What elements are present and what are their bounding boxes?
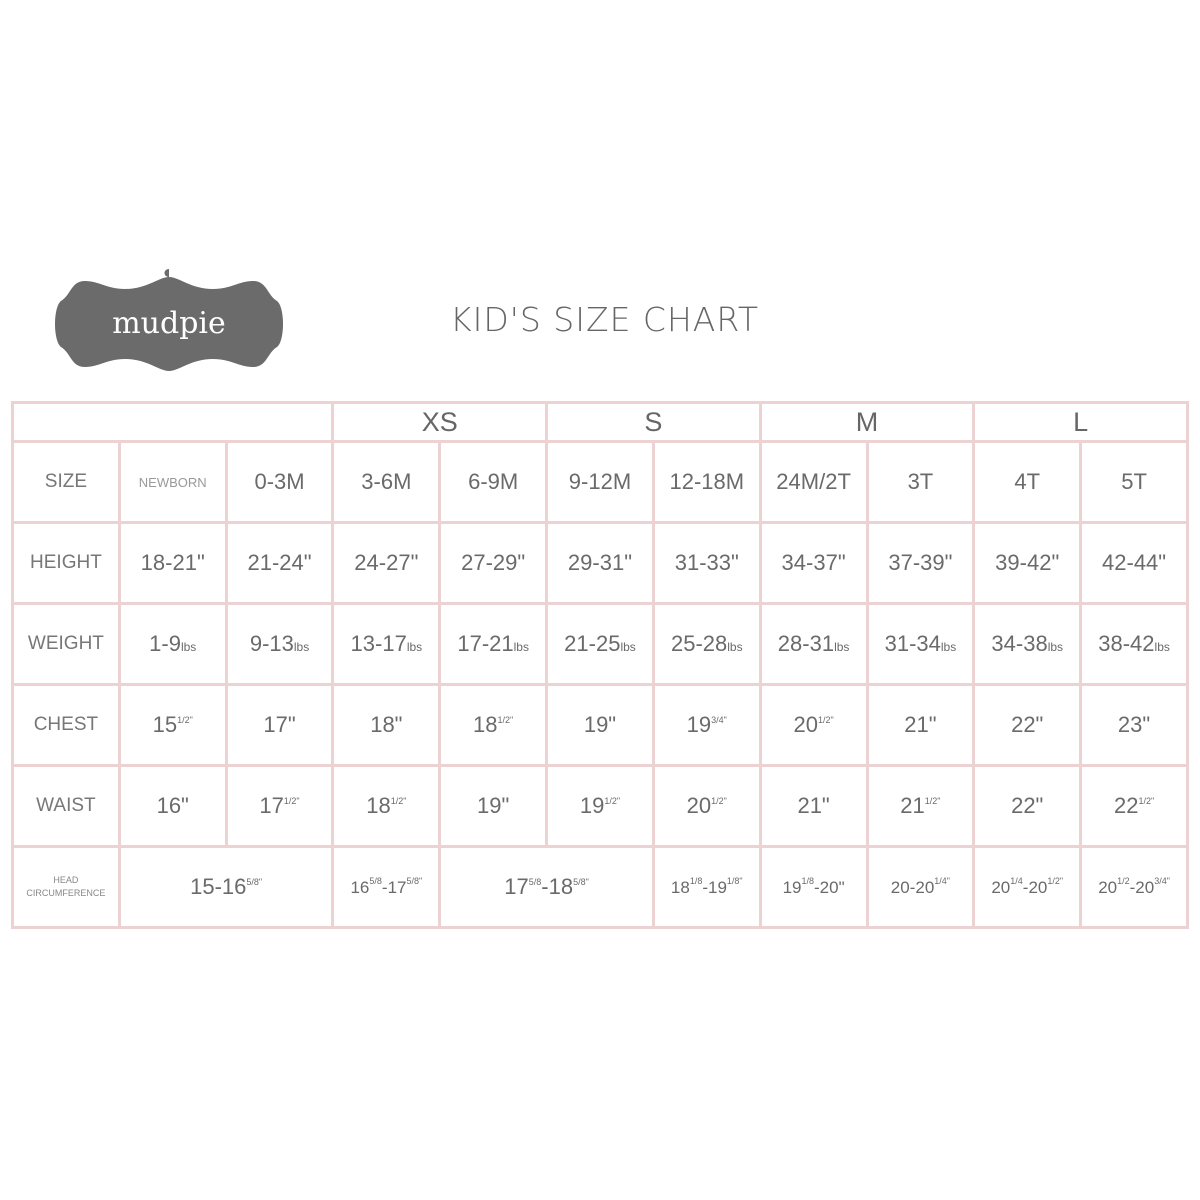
size-cell: 5T <box>1079 440 1189 524</box>
measurement-cell: 181/2" <box>331 764 442 848</box>
measurement-cell: 201/2" <box>651 764 762 848</box>
row-label: CHEST <box>11 683 121 767</box>
measurement-cell: 201/4-201/2" <box>972 845 1083 929</box>
measurement-cell: 25-28lbs <box>651 602 762 686</box>
size-row: SIZE NEWBORN 0-3M 3-6M 6-9M 9-12M 12-18M 24M/2T… <box>11 440 1189 524</box>
measurement-cell: 191/2" <box>545 764 655 848</box>
size-group-header: L <box>972 401 1189 443</box>
size-group-header: M <box>758 401 976 443</box>
row-label: SIZE <box>11 440 121 524</box>
row-label: HEAD CIRCUMFERENCE <box>11 845 121 929</box>
size-cell: 3-6M <box>331 440 442 524</box>
size-group-header <box>10 401 335 443</box>
measurement-cell: 31-33" <box>651 521 762 605</box>
measurement-cell: 21" <box>758 764 869 848</box>
unit-label: lbs <box>406 640 423 654</box>
measurement-row: HEIGHT 18-21" 21-24" 24-27" 27-29" 29-31" 31-3… <box>11 521 1189 605</box>
measurement-cell: 42-44" <box>1079 521 1189 605</box>
measurement-cell: 29-31" <box>545 521 655 605</box>
unit-label: lbs <box>834 640 850 654</box>
measurement-cell: 175/8-185/8" <box>438 845 655 929</box>
size-cell: 6-9M <box>438 440 549 524</box>
measurement-cell: 22" <box>972 764 1083 848</box>
row-label: HEIGHT <box>11 521 121 605</box>
measurement-cell: 34-38lbs <box>972 602 1083 686</box>
measurement-cell: 34-37" <box>758 521 869 605</box>
size-cell: 0-3M <box>224 440 335 524</box>
size-cell: NEWBORN <box>117 440 228 524</box>
measurement-cell: 27-29" <box>438 521 549 605</box>
page-title: KID'S SIZE CHART <box>450 300 760 339</box>
head-circumference-row: HEAD CIRCUMFERENCE 15-165/8" 165/8-175/8" 17… <box>11 845 1189 929</box>
measurement-cell: 39-42" <box>972 521 1083 605</box>
size-cell: 9-12M <box>545 440 655 524</box>
measurement-cell: 17" <box>224 683 335 767</box>
measurement-cell: 20-201/4" <box>865 845 976 929</box>
measurement-cell: 165/8-175/8" <box>331 845 442 929</box>
measurement-cell: 24-27" <box>331 521 442 605</box>
measurement-cell: 31-34lbs <box>865 602 976 686</box>
measurement-cell: 18" <box>331 683 442 767</box>
mudpie-logo: mudpie <box>55 269 283 371</box>
row-label: WAIST <box>11 764 121 848</box>
measurement-cell: 1-9lbs <box>117 602 228 686</box>
measurement-cell: 22" <box>972 683 1083 767</box>
measurement-cell: 9-13lbs <box>224 602 335 686</box>
measurement-cell: 221/2" <box>1079 764 1189 848</box>
size-group-header: S <box>545 401 762 443</box>
size-group-header: XS <box>331 401 549 443</box>
measurement-cell: 28-31lbs <box>758 602 869 686</box>
unit-label: lbs <box>513 640 529 654</box>
svg-text:mudpie: mudpie <box>112 306 226 341</box>
measurement-cell: 37-39" <box>865 521 976 605</box>
unit-label: lbs <box>1154 640 1170 654</box>
measurement-cell: 193/4" <box>651 683 762 767</box>
measurement-cell: 21-24" <box>224 521 335 605</box>
measurement-cell: 181/8-191/8" <box>651 845 762 929</box>
size-cell: 3T <box>865 440 976 524</box>
measurement-cell: 16" <box>117 764 228 848</box>
measurement-cell: 13-17lbs <box>331 602 442 686</box>
unit-label: lbs <box>180 640 197 654</box>
size-cell: 12-18M <box>651 440 762 524</box>
size-cell: 4T <box>972 440 1083 524</box>
measurement-cell: 171/2" <box>224 764 335 848</box>
measurement-cell: 201/2-203/4" <box>1079 845 1189 929</box>
unit-label: lbs <box>1047 640 1064 654</box>
measurement-cell: 21" <box>865 683 976 767</box>
measurement-cell: 38-42lbs <box>1079 602 1189 686</box>
size-group-row: XS S M L <box>10 401 1189 443</box>
unit-label: lbs <box>727 640 743 654</box>
row-label: WEIGHT <box>11 602 121 686</box>
size-chart-table: XS S M L SIZE NEWBORN 0-3M 3-6M 6-9M 9-12M 12-18M 2… <box>10 401 1189 929</box>
unit-label: lbs <box>620 640 636 654</box>
measurement-cell: 211/2" <box>865 764 976 848</box>
measurement-cell: 23" <box>1079 683 1189 767</box>
size-cell: 24M/2T <box>758 440 869 524</box>
measurement-cell: 17-21lbs <box>438 602 549 686</box>
unit-label: lbs <box>293 640 310 654</box>
measurement-cell: 18-21" <box>117 521 228 605</box>
measurement-cell: 19" <box>438 764 549 848</box>
measurement-cell: 181/2" <box>438 683 549 767</box>
unit-label: lbs <box>940 640 957 654</box>
measurement-cell: 191/8-20" <box>758 845 869 929</box>
measurement-cell: 151/2" <box>117 683 228 767</box>
measurement-cell: 201/2" <box>758 683 869 767</box>
measurement-row: WEIGHT 1-9lbs 9-13lbs 13-17lbs 17-21lbs 21-25… <box>11 602 1189 686</box>
measurement-cell: 19" <box>545 683 655 767</box>
measurement-row: WAIST 16" 171/2" 181/2" 19" 191/2" 201/2" 21" 21… <box>11 764 1189 848</box>
measurement-cell: 15-165/8" <box>117 845 335 929</box>
measurement-cell: 21-25lbs <box>545 602 655 686</box>
measurement-row: CHEST 151/2" 17" 18" 181/2" 19" 193/4" 201/2" 21… <box>11 683 1189 767</box>
